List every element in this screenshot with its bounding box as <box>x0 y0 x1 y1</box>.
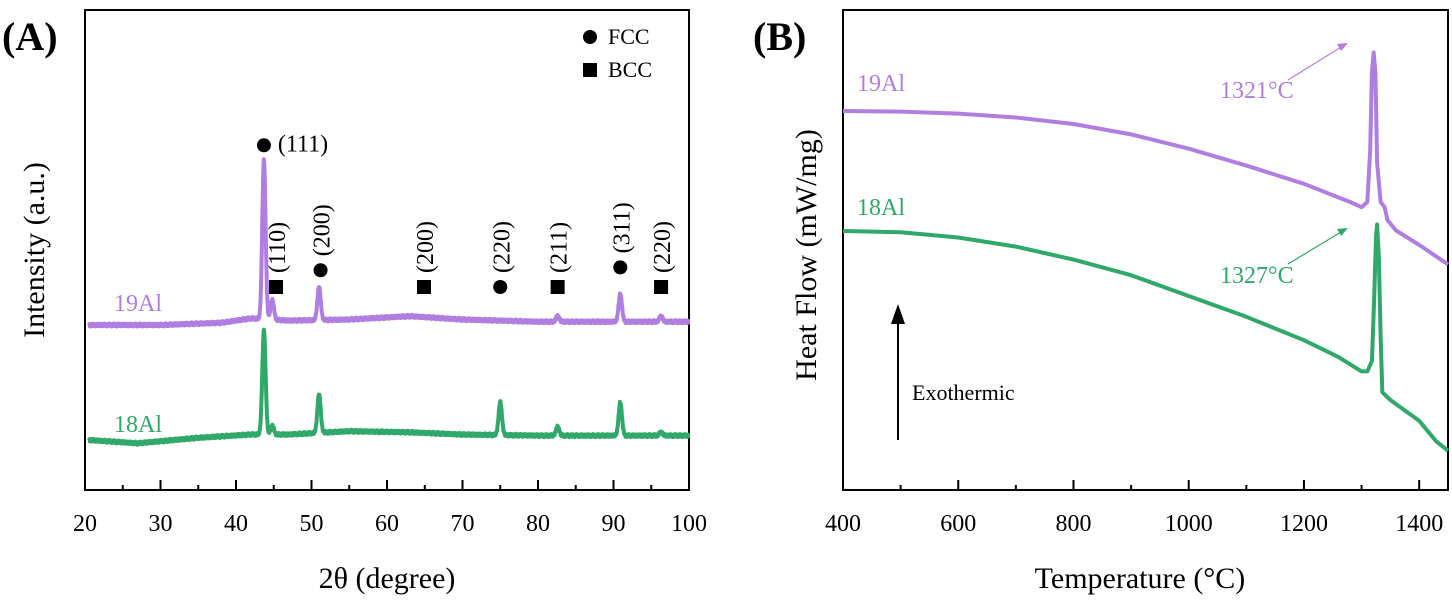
panel-b: (B) 400 600 800 1000 1200 1400 Temperature (°… <box>753 9 1450 595</box>
legend-bcc-marker <box>583 63 597 77</box>
y-axis-title-b: Heat Flow (mW/mg) <box>790 129 823 381</box>
x-tick-label: 400 <box>825 511 861 537</box>
peak-arrow-19al <box>1287 43 1347 81</box>
peak-index-label: (220) <box>489 221 515 273</box>
fcc-peak-marker <box>493 280 508 294</box>
legend-bcc-label: BCC <box>608 57 652 82</box>
x-tick-label: 30 <box>149 511 173 537</box>
fcc-peak-marker <box>256 138 271 153</box>
exothermic-arrowhead <box>891 304 905 324</box>
peak-arrow-18al <box>1287 228 1347 265</box>
legend-fcc-marker <box>583 30 597 44</box>
x-tick-label: 1200 <box>1280 511 1328 537</box>
x-axis-title-b: Temperature (°C) <box>1035 562 1246 595</box>
peak-index-label: (200) <box>310 204 336 256</box>
y-axis-title-a: Intensity (a.u.) <box>18 162 51 338</box>
x-tick-label: 600 <box>940 511 976 537</box>
series-b <box>842 50 1450 453</box>
peak-arrowhead-19al <box>1337 43 1348 51</box>
series-label-18al-b: 18Al <box>857 195 905 221</box>
peak-index-label: (211) <box>547 222 573 273</box>
x-tick-label: 90 <box>602 511 626 537</box>
panel-a: (A) 20 30 40 50 60 70 80 90 100 (111)(110) (200)(… <box>2 9 707 595</box>
fcc-peak-marker <box>313 263 328 278</box>
series-line-18al <box>842 222 1450 453</box>
series-label-18al-a: 18Al <box>114 412 162 438</box>
peak-index-label: (110) <box>265 222 291 273</box>
x-axis-a <box>84 480 690 490</box>
x-tick-label: 100 <box>671 511 707 537</box>
bcc-peak-marker <box>269 280 284 294</box>
peak-index-label: (311) <box>609 202 635 253</box>
x-axis-b <box>842 480 1421 490</box>
peak-index-label: (111) <box>278 131 328 157</box>
peak-label-18al: 1327°C <box>1220 263 1294 289</box>
series-label-19al-b: 19Al <box>857 71 905 97</box>
bcc-peak-marker <box>654 280 669 294</box>
series-label-19al-a: 19Al <box>114 291 162 317</box>
x-tick-label: 50 <box>300 511 324 537</box>
legend-a: FCC BCC <box>583 24 652 82</box>
bcc-peak-marker <box>416 280 431 294</box>
x-tick-labels-a: 20 30 40 50 60 70 80 90 100 <box>73 511 707 537</box>
peak-annotation-19al: 1321°C <box>1220 43 1348 104</box>
x-tick-label: 40 <box>224 511 248 537</box>
x-tick-label: 70 <box>451 511 475 537</box>
peak-arrowhead-18al <box>1337 228 1348 236</box>
peak-markers-a: (111) (110) (200) (200) (220) (211) (311) (220) <box>256 131 676 294</box>
peak-index-label: (200) <box>413 221 439 273</box>
plot-frame-b <box>842 9 1449 491</box>
bcc-peak-marker <box>550 280 565 294</box>
x-tick-label: 1400 <box>1395 511 1443 537</box>
panel-a-label: (A) <box>2 14 58 59</box>
x-axis-title-a: 2θ (degree) <box>319 562 456 595</box>
x-tick-label: 20 <box>73 511 97 537</box>
legend-fcc-label: FCC <box>608 24 650 49</box>
exothermic-label: Exothermic <box>912 380 1015 405</box>
exothermic-annotation: Exothermic <box>891 304 1015 440</box>
x-tick-label: 800 <box>1055 511 1091 537</box>
series-line-19al <box>87 157 691 329</box>
peak-index-label: (220) <box>650 221 676 273</box>
series-line-19al <box>842 50 1450 267</box>
peak-annotation-18al: 1327°C <box>1220 228 1348 289</box>
peak-label-19al: 1321°C <box>1220 78 1294 104</box>
x-tick-labels-b: 400 600 800 1000 1200 1400 <box>825 511 1443 537</box>
series-line-18al <box>87 327 691 447</box>
fcc-peak-marker <box>613 260 628 275</box>
plot-frame-a <box>84 9 690 491</box>
x-tick-label: 1000 <box>1165 511 1213 537</box>
panel-b-label: (B) <box>753 14 806 59</box>
x-tick-label: 60 <box>375 511 399 537</box>
series-a <box>87 157 691 447</box>
x-tick-label: 80 <box>526 511 550 537</box>
